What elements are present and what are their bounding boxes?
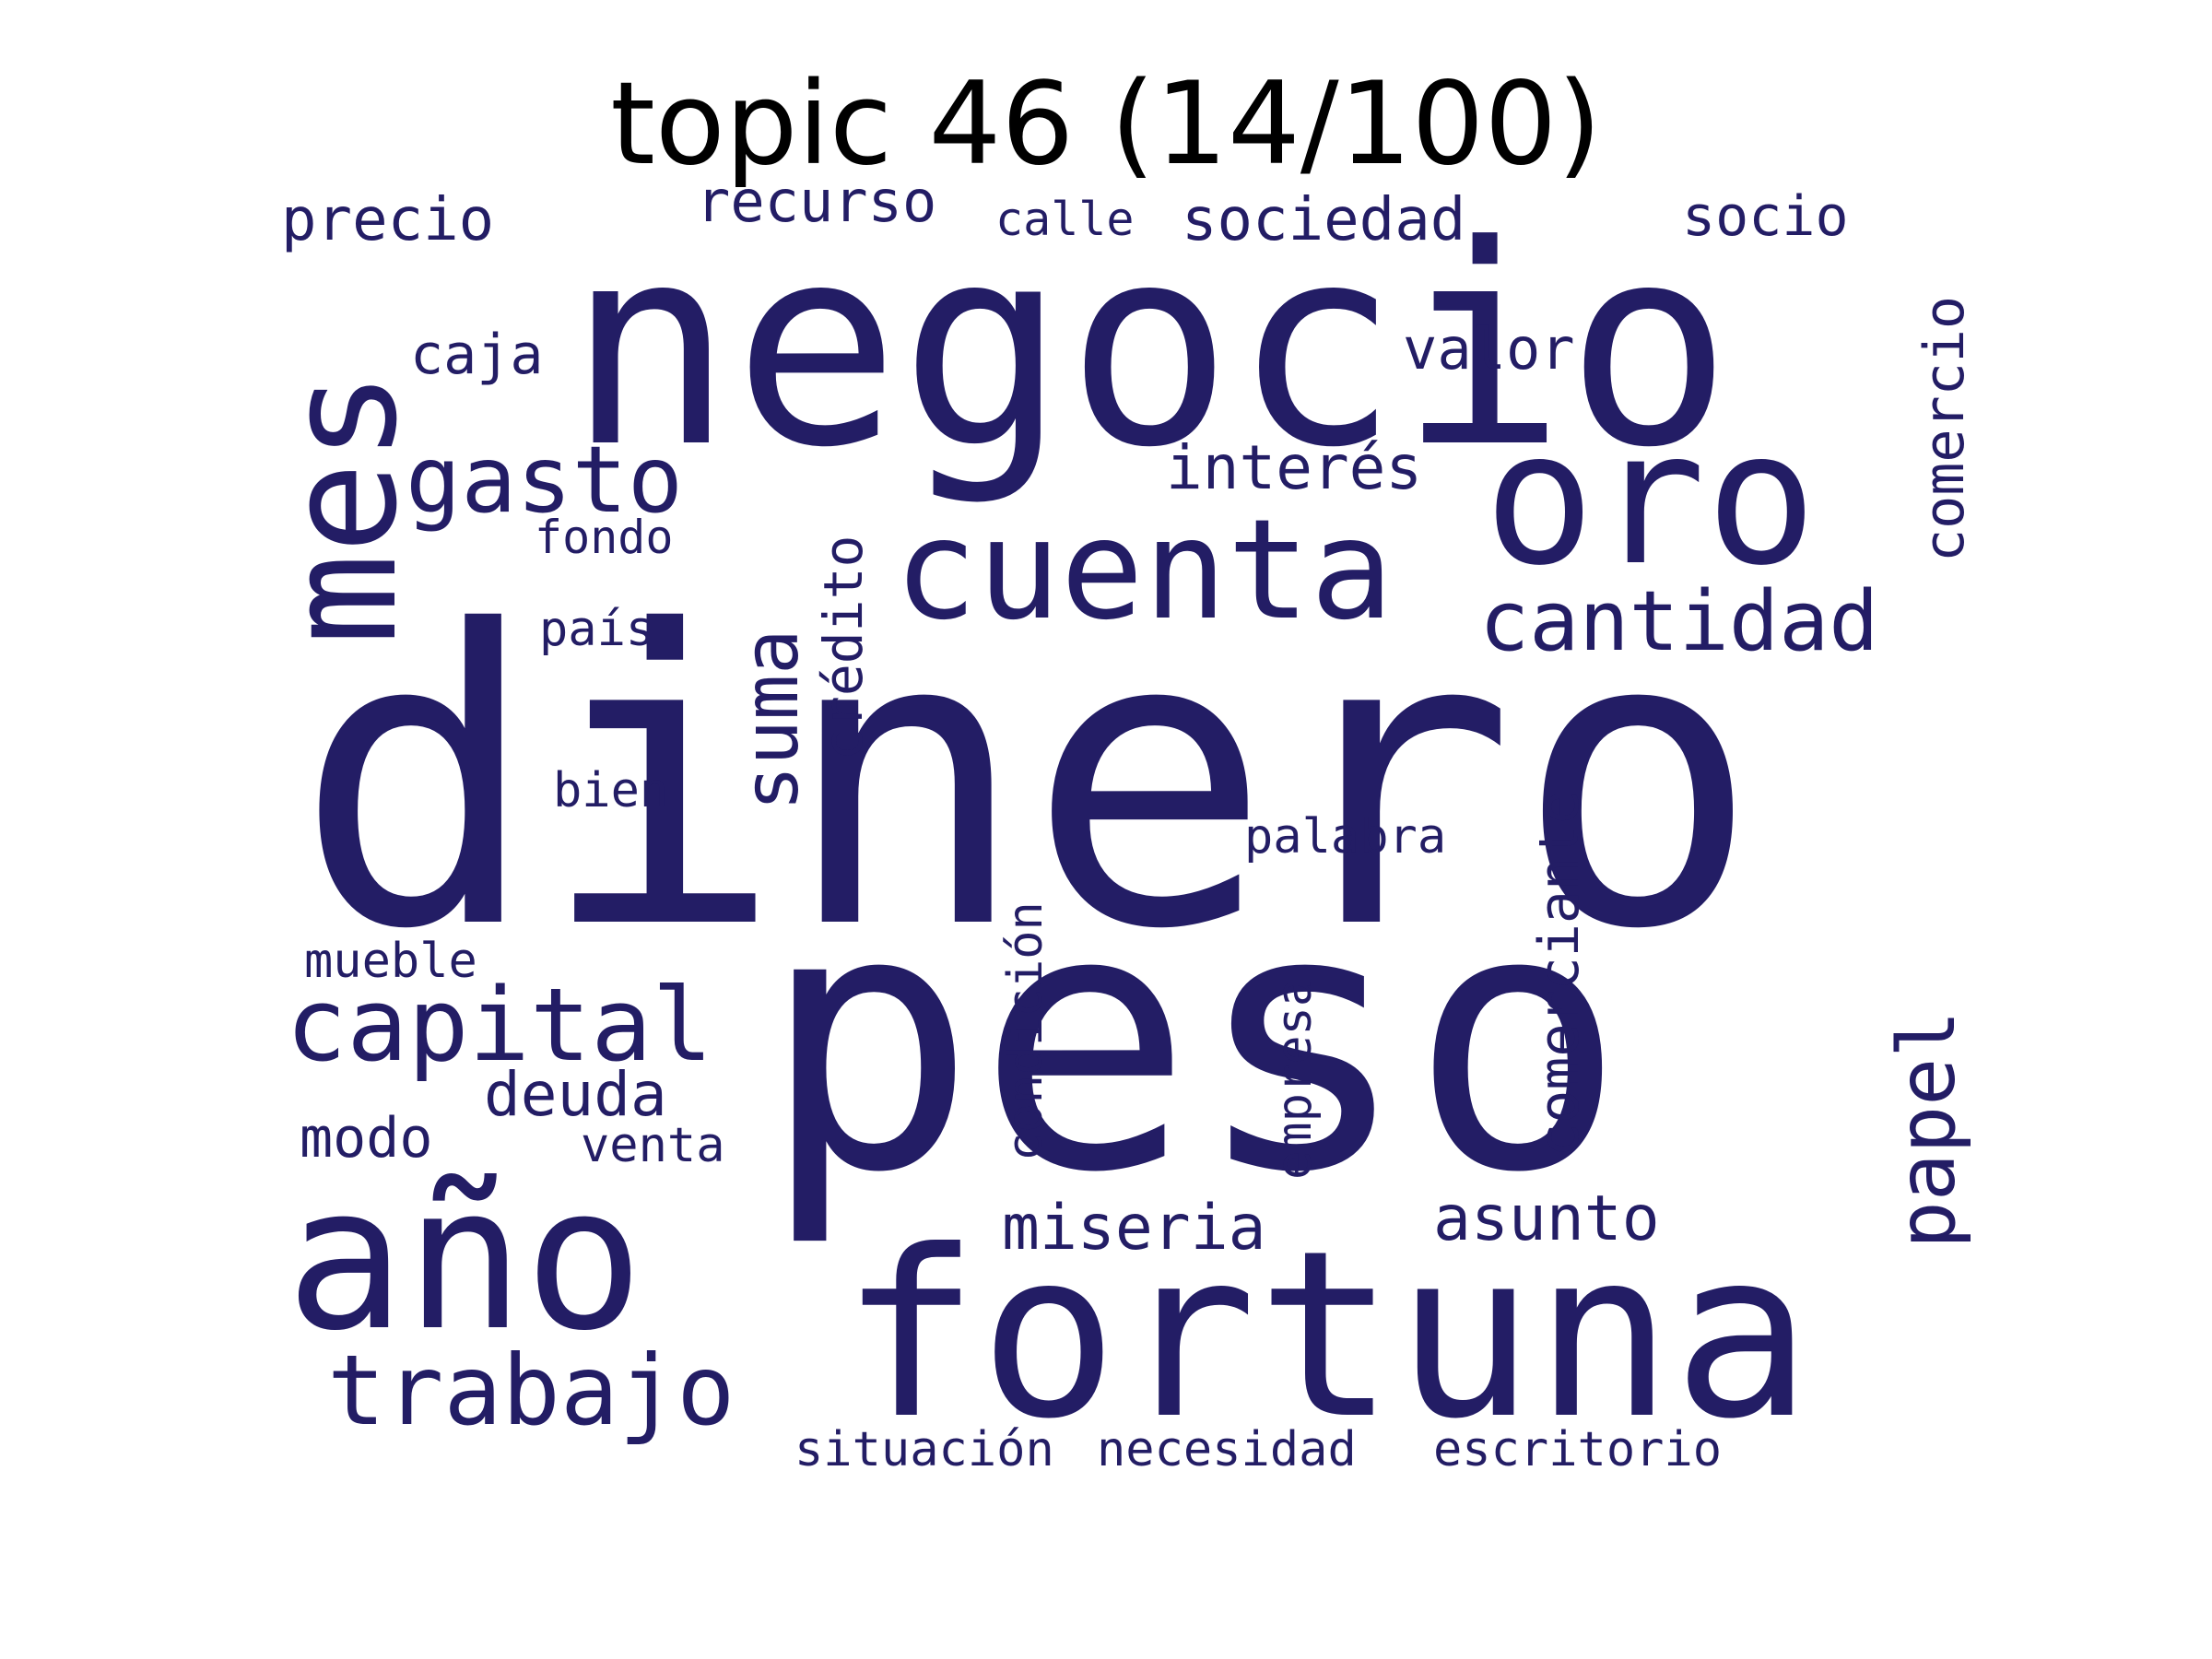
word-venta: venta <box>581 1118 725 1173</box>
word-crédito: crédito <box>812 535 875 760</box>
word-trabajo: trabajo <box>327 1335 735 1447</box>
word-capital: capital <box>286 966 713 1084</box>
word-valor: valor <box>1403 315 1575 382</box>
word-asunto: asunto <box>1433 1182 1660 1255</box>
word-suma: suma <box>728 629 816 811</box>
word-papel: papel <box>1881 1010 1973 1249</box>
word-deuda: deuda <box>484 1059 667 1130</box>
word-mueble: mueble <box>304 934 477 989</box>
word-bien: bien <box>553 763 668 818</box>
word-comercio: comercio <box>1912 296 1977 562</box>
word-modo: modo <box>300 1106 433 1171</box>
word-gasto: gasto <box>406 426 683 534</box>
page-title: topic 46 (14/100) <box>610 58 1602 191</box>
word-calle: calle <box>995 193 1135 246</box>
word-precio: precio <box>281 186 494 254</box>
word-caja: caja <box>410 323 544 387</box>
word-condición: condición <box>998 901 1053 1161</box>
word-fondo: fondo <box>535 511 674 564</box>
word-negocio: negocio <box>567 186 1732 508</box>
word-comerciante: comerciante <box>1527 791 1592 1157</box>
word-socio: socio <box>1682 184 1849 249</box>
word-situación: situación <box>794 1422 1054 1477</box>
word-peso: peso <box>760 832 1626 1251</box>
word-oro: oro <box>1484 392 1817 606</box>
word-miseria: miseria <box>1002 1192 1266 1265</box>
word-sociedad: sociedad <box>1182 186 1465 254</box>
word-interés: interés <box>1166 432 1422 503</box>
word-mes: mes <box>253 371 430 645</box>
word-año: año <box>286 1143 643 1374</box>
word-escritorio: escritorio <box>1433 1422 1722 1477</box>
word-dinero: dinero <box>295 546 1759 1018</box>
word-empresa: empresa <box>1267 978 1323 1180</box>
word-país: país <box>539 602 654 657</box>
word-cantidad: cantidad <box>1479 573 1878 670</box>
word-recurso: recurso <box>696 168 936 235</box>
word-palabra: palabra <box>1244 809 1446 865</box>
word-necesidad: necesidad <box>1097 1422 1357 1477</box>
word-fortuna: fortuna <box>841 1201 1812 1469</box>
word-cuenta: cuenta <box>894 490 1394 651</box>
